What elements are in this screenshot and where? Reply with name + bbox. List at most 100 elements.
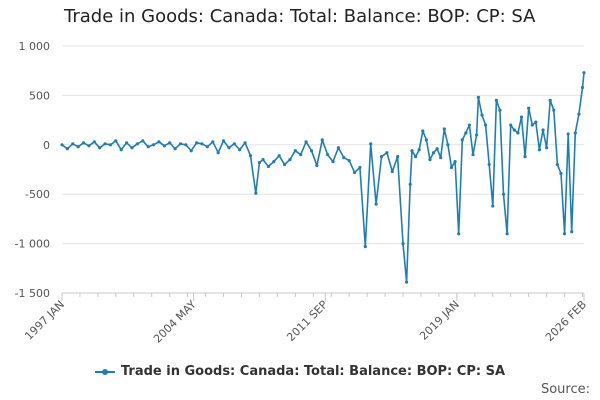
data-point[interactable] — [293, 149, 297, 153]
data-point[interactable] — [566, 132, 570, 136]
data-point[interactable] — [573, 131, 577, 135]
data-point[interactable] — [277, 154, 281, 158]
data-point[interactable] — [200, 142, 204, 146]
data-point[interactable] — [408, 182, 412, 186]
data-point[interactable] — [537, 148, 542, 152]
data-point[interactable] — [238, 148, 242, 152]
data-point[interactable] — [309, 149, 314, 153]
data-point[interactable] — [390, 169, 394, 174]
data-point[interactable] — [347, 159, 351, 163]
data-point[interactable] — [369, 142, 373, 146]
data-point[interactable] — [243, 141, 247, 145]
data-point[interactable] — [512, 128, 516, 132]
data-point[interactable] — [331, 159, 335, 164]
source-label[interactable]: Source: — [540, 382, 590, 397]
data-point[interactable] — [261, 158, 265, 162]
data-point[interactable] — [232, 142, 236, 146]
data-point[interactable] — [119, 148, 123, 152]
data-point[interactable] — [254, 191, 258, 195]
data-point[interactable] — [336, 146, 341, 150]
data-point[interactable] — [552, 108, 556, 112]
data-point[interactable] — [570, 230, 574, 234]
data-point[interactable] — [379, 155, 384, 159]
data-point[interactable] — [580, 85, 585, 90]
data-point[interactable] — [374, 202, 378, 206]
data-point[interactable] — [413, 155, 418, 159]
data-point[interactable] — [476, 95, 481, 99]
data-point[interactable] — [326, 153, 330, 157]
series[interactable] — [60, 71, 586, 284]
data-point[interactable] — [103, 142, 107, 146]
data-point[interactable] — [519, 115, 524, 119]
data-point[interactable] — [227, 146, 231, 150]
data-point[interactable] — [428, 158, 432, 162]
data-point[interactable] — [421, 129, 425, 133]
data-point[interactable] — [491, 204, 495, 208]
data-point[interactable] — [498, 108, 502, 112]
data-point[interactable] — [216, 151, 220, 155]
data-point[interactable] — [424, 138, 428, 142]
data-point[interactable] — [501, 192, 506, 196]
data-point[interactable] — [178, 142, 183, 146]
data-point[interactable] — [410, 149, 414, 153]
data-point[interactable] — [184, 143, 188, 147]
data-point[interactable] — [195, 141, 199, 145]
data-point[interactable] — [108, 143, 113, 147]
data-point[interactable] — [545, 146, 549, 150]
data-point[interactable] — [505, 232, 509, 236]
data-point[interactable] — [534, 120, 538, 124]
data-point[interactable] — [363, 244, 367, 249]
data-point[interactable] — [248, 154, 253, 158]
data-point[interactable] — [189, 149, 193, 153]
data-point[interactable] — [282, 162, 287, 167]
data-point[interactable] — [464, 131, 468, 135]
data-point[interactable] — [385, 151, 389, 155]
data-point[interactable] — [98, 146, 102, 150]
data-point[interactable] — [523, 155, 527, 159]
data-point[interactable] — [205, 145, 209, 149]
data-point[interactable] — [480, 113, 484, 117]
data-point[interactable] — [487, 162, 491, 167]
data-point[interactable] — [460, 138, 464, 142]
data-point[interactable] — [125, 141, 129, 145]
data-point[interactable] — [168, 141, 172, 145]
data-point[interactable] — [114, 139, 118, 143]
data-point[interactable] — [516, 131, 520, 135]
data-point[interactable] — [405, 280, 409, 284]
data-point[interactable] — [71, 142, 75, 146]
data-point[interactable] — [417, 148, 421, 152]
data-point[interactable] — [509, 123, 513, 127]
series-line[interactable] — [61, 72, 585, 283]
data-point[interactable] — [130, 146, 134, 150]
data-point[interactable] — [435, 147, 439, 151]
data-point[interactable] — [527, 106, 531, 110]
data-point[interactable] — [299, 153, 303, 157]
data-point[interactable] — [577, 112, 581, 116]
data-point[interactable] — [467, 123, 472, 127]
data-point[interactable] — [446, 143, 450, 147]
data-point[interactable] — [457, 232, 461, 236]
data-point[interactable] — [135, 142, 139, 146]
data-point[interactable] — [453, 159, 457, 164]
data-point[interactable] — [562, 232, 567, 236]
data-point[interactable] — [272, 159, 276, 164]
data-point[interactable] — [530, 123, 534, 127]
data-point[interactable] — [559, 171, 563, 176]
data-point[interactable] — [358, 165, 362, 170]
data-point[interactable] — [555, 162, 559, 167]
data-point[interactable] — [352, 170, 357, 175]
data-point[interactable] — [442, 127, 446, 131]
data-point[interactable] — [401, 242, 405, 246]
data-point[interactable] — [288, 158, 292, 162]
data-point[interactable] — [494, 98, 498, 102]
data-point[interactable] — [92, 140, 96, 144]
data-point[interactable] — [266, 164, 271, 169]
data-point[interactable] — [211, 140, 215, 144]
data-point[interactable] — [65, 147, 69, 151]
data-point[interactable] — [475, 133, 479, 137]
data-point[interactable] — [396, 155, 400, 159]
data-point[interactable] — [582, 71, 586, 75]
data-point[interactable] — [342, 156, 346, 160]
data-point[interactable] — [221, 139, 226, 143]
data-point[interactable] — [257, 160, 262, 165]
